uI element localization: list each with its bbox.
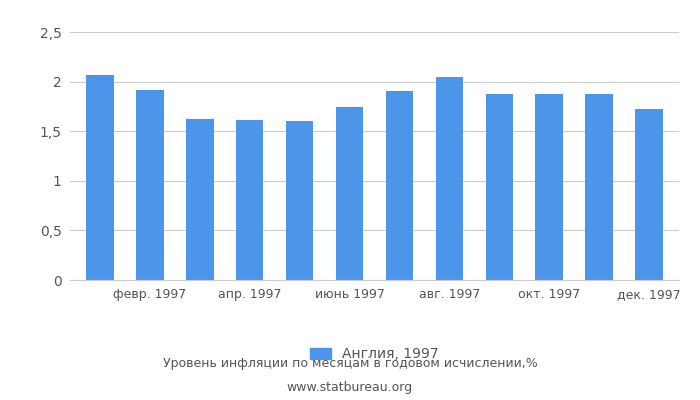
Bar bbox=[636, 109, 663, 280]
Bar bbox=[86, 75, 113, 280]
Bar bbox=[186, 119, 214, 280]
Bar bbox=[435, 77, 463, 280]
Bar bbox=[486, 94, 513, 280]
Bar bbox=[236, 120, 263, 280]
Legend: Англия, 1997: Англия, 1997 bbox=[304, 342, 444, 367]
Bar bbox=[286, 121, 314, 280]
Bar bbox=[386, 90, 413, 280]
Bar bbox=[336, 107, 363, 280]
Bar bbox=[536, 94, 563, 280]
Text: Уровень инфляции по месяцам в годовом исчислении,%: Уровень инфляции по месяцам в годовом ис… bbox=[162, 358, 538, 370]
Bar bbox=[136, 90, 164, 280]
Bar bbox=[585, 94, 613, 280]
Text: www.statbureau.org: www.statbureau.org bbox=[287, 382, 413, 394]
